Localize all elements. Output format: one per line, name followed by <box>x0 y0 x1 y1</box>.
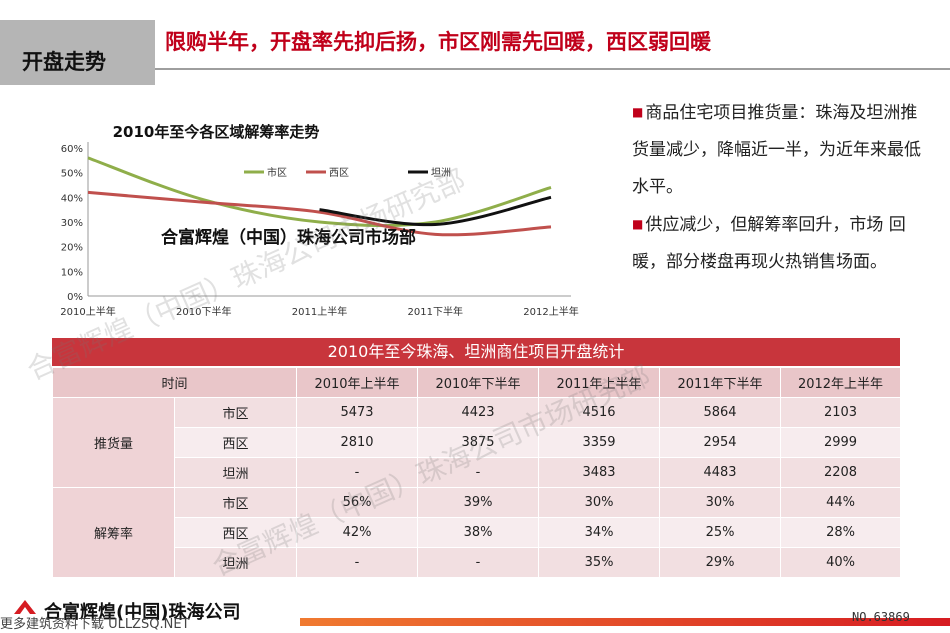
value-cell: 2999 <box>780 427 902 458</box>
page-headline: 限购半年，开盘率先抑后扬，市区刚需先回暖，西区弱回暖 <box>165 30 711 54</box>
bullet-item: ■ 供应减少，但解筹率回升，市场 回暖，部分楼盘再现火热销售场面。 <box>632 206 932 281</box>
x-tick-label: 2011下半年 <box>408 305 463 318</box>
region-cell: 坦洲 <box>173 457 298 488</box>
bullet-text: 商品住宅项目推货量：珠海及坦洲推货量减少，降幅近一半，为近年来最低水平。 <box>632 103 921 197</box>
legend-label: 坦洲 <box>431 166 451 179</box>
x-tick-label: 2010下半年 <box>176 305 231 318</box>
chart-svg: 2010年至今各区域解筹率走势 0% 10% 20% 30% 40% 50% 60% 2010上… <box>60 123 578 318</box>
series-line-2 <box>87 190 552 237</box>
table-row: 西区 42% 38% 34% 25% 28% <box>53 517 902 548</box>
table-row: 坦洲 - -3483 4483 2208 <box>53 457 902 488</box>
table-row: 坦洲 - -35% 29% 40% <box>53 547 902 578</box>
value-cell: 34% <box>538 517 661 548</box>
value-cell: 29% <box>659 547 782 578</box>
x-tick-label: 2011上半年 <box>292 305 347 318</box>
value-cell: 44% <box>780 487 902 518</box>
table-title: 2010年至今珠海、坦洲商住项目开盘统计 <box>52 338 900 366</box>
region-cell: 市区 <box>173 397 298 428</box>
region-cell: 坦洲 <box>173 547 298 578</box>
region-cell: 西区 <box>173 427 298 458</box>
legend-label: 市区 <box>267 166 287 179</box>
series-line-3 <box>319 195 552 227</box>
table-header-row: 时间 2010年上半年 2010年下半年 2011年上半年 2011年下半年 2… <box>51 367 902 398</box>
chart-title: 2010年至今各区域解筹率走势 <box>113 123 320 141</box>
table-row: 推货量 市区 5473 4423 4516 5864 2103 <box>52 397 902 488</box>
section-title-box: 开盘走势 <box>0 20 155 85</box>
section-title: 开盘走势 <box>22 50 106 74</box>
header-cell: 2011年下半年 <box>659 367 782 398</box>
header-cell: 时间 <box>51 367 298 398</box>
value-cell: 35% <box>538 547 661 578</box>
value-cell: 3359 <box>538 427 661 458</box>
series-line-1 <box>87 156 552 228</box>
y-tick-label: 40% <box>61 193 83 204</box>
region-cell: 市区 <box>173 487 298 518</box>
y-tick-label: 50% <box>61 169 83 180</box>
value-cell: - <box>296 547 419 578</box>
y-tick-label: 30% <box>61 218 83 229</box>
value-cell: 4516 <box>538 397 661 428</box>
table-row: 解筹率 市区 56% 39% 30% 30% 44% <box>52 487 902 578</box>
y-tick-label: 60% <box>61 144 83 155</box>
y-tick-label: 0% <box>67 292 83 303</box>
x-tick-label: 2012上半年 <box>523 305 578 318</box>
region-cell: 西区 <box>173 517 298 548</box>
value-cell: - <box>417 547 540 578</box>
group-label: 解筹率 <box>52 487 175 578</box>
header-cell: 2010年下半年 <box>417 367 540 398</box>
bullet-list: ■ 商品住宅项目推货量：珠海及坦洲推货量减少，降幅近一半，为近年来最低水平。 ■ 供… <box>632 94 932 281</box>
value-cell: 30% <box>659 487 782 518</box>
legend-label: 西区 <box>329 167 349 179</box>
y-tick-label: 20% <box>61 243 83 254</box>
value-cell: 40% <box>780 547 902 578</box>
footer-bar <box>300 618 950 626</box>
bullet-square-icon: ■ <box>632 105 644 119</box>
header-divider <box>155 68 950 70</box>
footer-overlay-text: 更多建筑资料下载 ULLZSQ.NET <box>0 617 190 632</box>
footer-company-name: 合富辉煌(中国)珠海公司 <box>44 602 241 623</box>
value-cell: 5864 <box>659 397 782 428</box>
bullet-text: 供应减少，但解筹率回升，市场 回暖，部分楼盘再现火热销售场面。 <box>632 215 906 272</box>
value-cell: 2208 <box>780 457 902 488</box>
table-row: 西区 2810 3875 3359 2954 2999 <box>53 427 902 458</box>
header-cell: 2010年上半年 <box>296 367 419 398</box>
y-tick-label: 10% <box>61 267 83 278</box>
bullet-square-icon: ■ <box>632 217 644 231</box>
chart-overlay-text: 合富辉煌（中国）珠海公司市场部 <box>161 227 416 248</box>
value-cell: 3875 <box>417 427 540 458</box>
line-chart: 2010年至今各区域解筹率走势 0% 10% 20% 30% 40% 50% 60% 2010上… <box>56 110 616 330</box>
group-label: 推货量 <box>52 397 175 488</box>
company-logo-icon <box>14 600 36 614</box>
value-cell: 56% <box>296 487 419 518</box>
value-cell: 2810 <box>296 427 419 458</box>
value-cell: - <box>296 457 419 488</box>
value-cell: - <box>417 457 540 488</box>
value-cell: 5473 <box>296 397 419 428</box>
value-cell: 30% <box>538 487 661 518</box>
page-code: NO.63869 <box>852 610 910 624</box>
value-cell: 4423 <box>417 397 540 428</box>
value-cell: 2103 <box>780 397 902 428</box>
header-cell: 2011年上半年 <box>538 367 661 398</box>
x-tick-label: 2010上半年 <box>60 305 115 318</box>
value-cell: 42% <box>296 517 419 548</box>
stats-table: 时间 2010年上半年 2010年下半年 2011年上半年 2011年下半年 2… <box>51 367 902 578</box>
value-cell: 25% <box>659 517 782 548</box>
value-cell: 3483 <box>538 457 661 488</box>
value-cell: 2954 <box>659 427 782 458</box>
bullet-item: ■ 商品住宅项目推货量：珠海及坦洲推货量减少，降幅近一半，为近年来最低水平。 <box>632 94 932 206</box>
value-cell: 4483 <box>659 457 782 488</box>
value-cell: 28% <box>780 517 902 548</box>
value-cell: 39% <box>417 487 540 518</box>
value-cell: 38% <box>417 517 540 548</box>
header-cell: 2012年上半年 <box>780 367 902 398</box>
